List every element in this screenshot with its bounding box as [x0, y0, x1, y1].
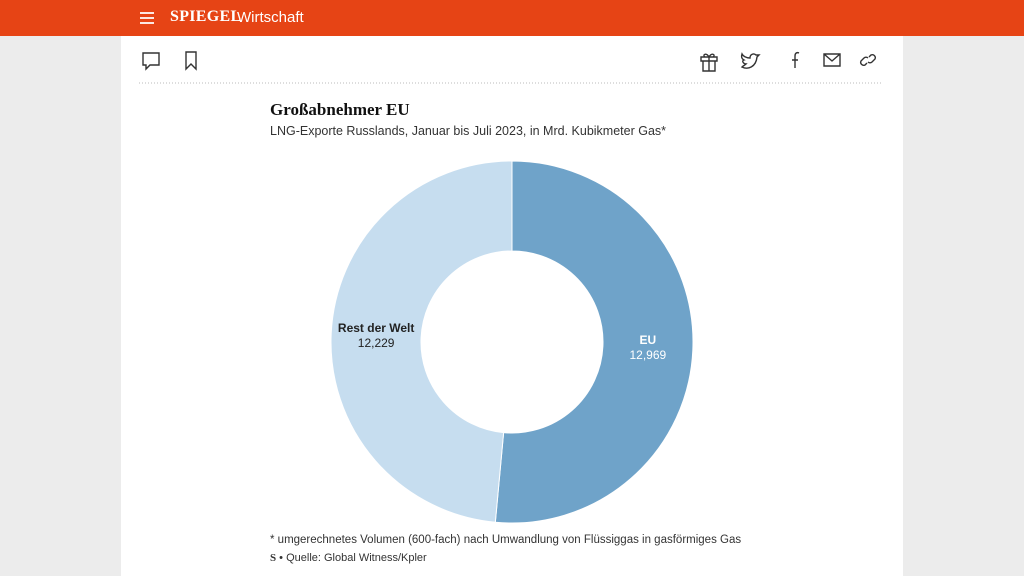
- mail-icon[interactable]: [823, 53, 841, 67]
- donut-slice: [494, 160, 694, 524]
- value-label: 12,229: [357, 335, 395, 350]
- facebook-icon[interactable]: [792, 51, 800, 68]
- category-label: EU: [639, 333, 657, 348]
- donut-slice: [330, 160, 513, 523]
- article: Großabnehmer EU LNG-Exporte Russlands, J…: [121, 36, 903, 576]
- top-bar: SPIEGEL Wirtschaft: [0, 0, 1024, 36]
- value-label: 12,969: [629, 348, 667, 363]
- section[interactable]: Wirtschaft: [237, 9, 304, 26]
- chart-title: Großabnehmer EU: [270, 100, 410, 119]
- menu-button[interactable]: [140, 12, 154, 24]
- source: Quelle: Global Witness/Kpler: [286, 552, 427, 564]
- source-line: S • Quelle: Global Witness/Kpler: [270, 552, 427, 564]
- category-label: Rest der Welt: [337, 320, 415, 335]
- bookmark-icon[interactable]: [185, 51, 197, 71]
- donut-chart: [330, 160, 694, 524]
- logo[interactable]: SPIEGEL: [170, 8, 242, 25]
- chart-subtitle: LNG-Exporte Russlands, Januar bis Juli 2…: [270, 124, 667, 138]
- slice-label: Rest der Welt 12,229: [331, 321, 421, 351]
- link-icon[interactable]: [860, 54, 876, 66]
- comment-icon[interactable]: [142, 52, 160, 71]
- footnote: * umgerechnetes Volumen (600-fach) nach …: [270, 534, 742, 546]
- gift-icon[interactable]: [700, 53, 718, 72]
- source-logo: S: [270, 552, 277, 564]
- slice-label: EU 12,969: [603, 333, 693, 363]
- twitter-icon[interactable]: [740, 52, 761, 69]
- toolbar: [139, 51, 883, 84]
